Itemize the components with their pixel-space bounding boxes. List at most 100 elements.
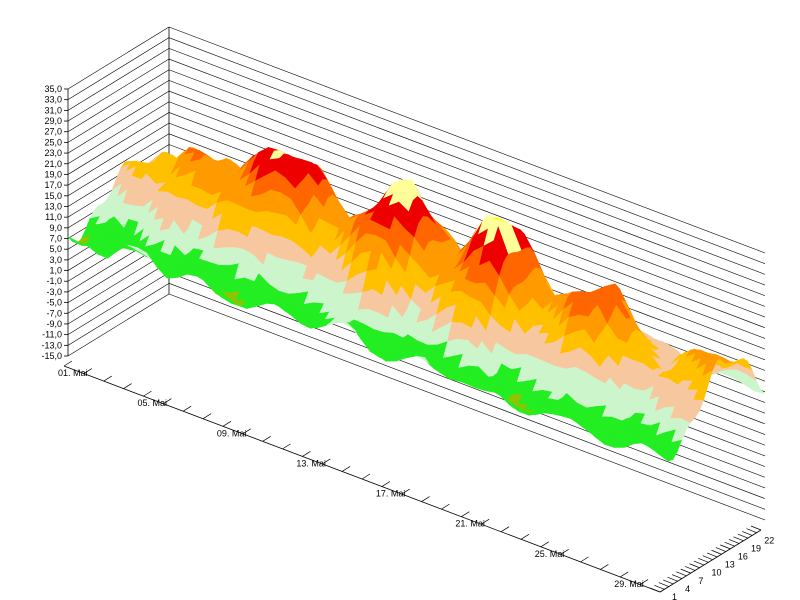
x-tick-mark bbox=[620, 571, 629, 578]
grid-line-left-wall bbox=[67, 112, 170, 175]
grid-line-back-wall bbox=[168, 90, 766, 318]
y-tick-mark bbox=[685, 566, 696, 571]
y-tick-mark bbox=[746, 528, 757, 534]
y-axis-line bbox=[659, 529, 762, 593]
z-tick-label: 31,0 bbox=[44, 105, 62, 115]
z-tick-label: -3,0 bbox=[46, 287, 62, 297]
x-tick-mark bbox=[202, 413, 212, 420]
surface-mesh bbox=[67, 147, 766, 462]
y-tick-mark bbox=[720, 544, 731, 550]
y-tick-label: 7 bbox=[698, 576, 703, 586]
y-tick-label: 4 bbox=[685, 584, 690, 594]
grid-line-back-wall bbox=[168, 37, 766, 264]
x-tick-label: 21. Mai bbox=[455, 519, 485, 529]
z-tick-label: 21,0 bbox=[44, 159, 62, 169]
z-tick-label: 7,0 bbox=[49, 234, 62, 244]
grid-line-left-wall bbox=[67, 90, 170, 154]
z-tick-label: -15,0 bbox=[41, 351, 62, 361]
z-tick-label: 23,0 bbox=[44, 148, 62, 158]
y-tick-mark bbox=[724, 541, 735, 547]
y-tick-mark bbox=[663, 579, 674, 585]
y-tick-mark bbox=[750, 525, 762, 531]
z-tick-label: 35,0 bbox=[44, 84, 62, 94]
x-tick-mark bbox=[560, 549, 569, 555]
x-tick-mark bbox=[500, 526, 510, 533]
grid-line-left-wall bbox=[67, 283, 170, 346]
z-tick-label: 1,0 bbox=[49, 266, 62, 276]
z-tick-label: 9,0 bbox=[49, 223, 62, 233]
x-tick-label: 29. Mai bbox=[614, 579, 644, 589]
y-tick-mark bbox=[649, 587, 661, 593]
x-tick-label: 09. Mai bbox=[217, 428, 247, 438]
y-tick-label: 19 bbox=[751, 543, 761, 553]
z-tick-label: 13,0 bbox=[44, 201, 62, 211]
x-tick-mark bbox=[322, 458, 331, 465]
x-tick-mark bbox=[242, 428, 251, 435]
x-tick-mark bbox=[341, 466, 351, 472]
z-tick-label: 33,0 bbox=[44, 95, 62, 105]
z-tick-label: -13,0 bbox=[41, 340, 62, 350]
grid-line-left-wall bbox=[67, 37, 170, 100]
z-tick-label: -7,0 bbox=[46, 308, 62, 318]
grid-line-back-wall bbox=[168, 283, 766, 510]
x-tick-mark bbox=[222, 420, 232, 427]
y-tick-label: 10 bbox=[712, 568, 722, 578]
z-tick-label: -1,0 bbox=[46, 276, 62, 286]
x-tick-mark bbox=[282, 443, 291, 450]
x-tick-label: 13. Mai bbox=[296, 458, 326, 468]
y-tick-mark bbox=[654, 584, 665, 590]
y-tick-mark bbox=[733, 536, 744, 542]
grid-line-left-wall bbox=[67, 101, 170, 165]
z-tick-label: 15,0 bbox=[44, 191, 62, 201]
y-tick-mark bbox=[698, 558, 709, 563]
x-tick-mark bbox=[262, 436, 271, 442]
x-tick-mark bbox=[302, 451, 311, 457]
x-tick-label: 17. Mai bbox=[376, 489, 406, 499]
y-tick-label: 22 bbox=[764, 535, 774, 545]
z-tick-label: 3,0 bbox=[49, 255, 62, 265]
x-tick-mark bbox=[441, 503, 450, 510]
grid-line-left-wall bbox=[67, 122, 170, 186]
x-tick-mark bbox=[401, 488, 410, 495]
grid-line-back-wall bbox=[168, 272, 766, 499]
grid-line-back-wall bbox=[168, 58, 766, 286]
y-tick-mark bbox=[658, 582, 669, 587]
grid-line-left-wall bbox=[67, 48, 170, 111]
grid-line-back-wall bbox=[168, 101, 766, 329]
x-tick-mark bbox=[83, 368, 93, 374]
y-tick-mark bbox=[702, 555, 713, 560]
x-tick-mark bbox=[123, 383, 132, 389]
x-tick-mark bbox=[183, 405, 192, 412]
y-tick-mark bbox=[671, 574, 683, 579]
x-tick-mark bbox=[600, 564, 609, 570]
grid-line-back-wall bbox=[168, 293, 766, 521]
grid-line-left-wall bbox=[67, 293, 170, 357]
chart-axes: 35,033,031,029,027,025,023,021,019,017,0… bbox=[41, 84, 774, 600]
y-tick-mark bbox=[737, 533, 748, 539]
grid-line-back-wall bbox=[168, 69, 766, 297]
x-tick-mark bbox=[520, 533, 530, 540]
grid-line-left-wall bbox=[67, 58, 170, 122]
y-tick-mark bbox=[715, 547, 726, 552]
y-tick-mark bbox=[667, 576, 678, 582]
x-tick-mark bbox=[639, 579, 649, 585]
y-tick-label: 16 bbox=[738, 552, 748, 562]
x-tick-mark bbox=[461, 511, 470, 517]
z-tick-label: 17,0 bbox=[44, 180, 62, 190]
grid-line-left-wall bbox=[67, 272, 170, 335]
grid-line-back-wall bbox=[168, 48, 766, 275]
y-tick-mark bbox=[680, 568, 691, 574]
x-tick-mark bbox=[143, 390, 152, 397]
z-tick-label: 27,0 bbox=[44, 127, 62, 137]
surface-facet bbox=[653, 447, 669, 462]
grid-line-left-wall bbox=[67, 80, 170, 143]
z-tick-label: -9,0 bbox=[46, 319, 62, 329]
y-tick-mark bbox=[728, 539, 740, 544]
grid-line-left-wall bbox=[67, 251, 170, 314]
y-tick-mark bbox=[706, 552, 718, 558]
z-tick-label: 11,0 bbox=[45, 212, 62, 222]
grid-line-back-wall bbox=[168, 26, 766, 254]
y-tick-mark bbox=[689, 563, 700, 569]
